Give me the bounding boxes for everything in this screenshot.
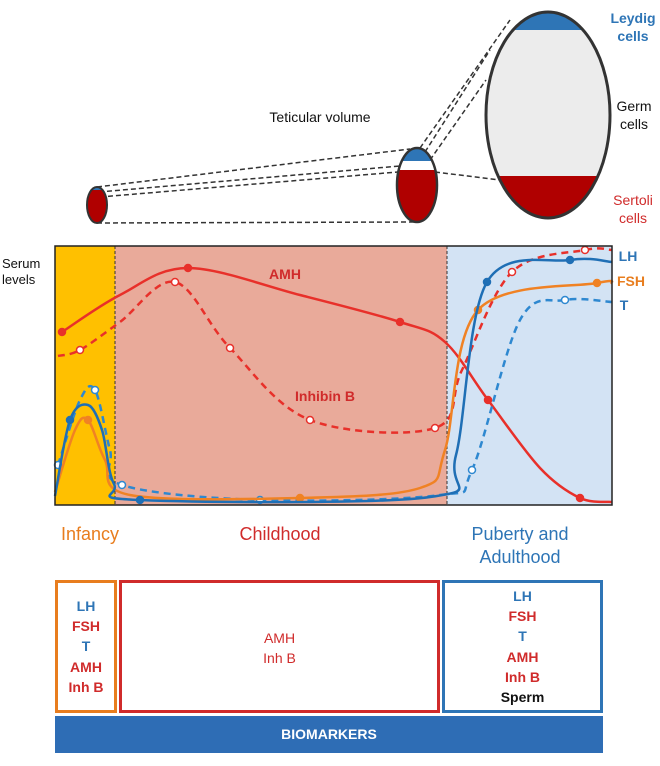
- testis-large: [484, 10, 612, 220]
- infancy-box: LH FSH T AMH Inh B: [55, 580, 117, 713]
- phase-puberty: Puberty and Adulthood: [471, 524, 569, 567]
- curve-marker: [295, 493, 305, 503]
- curve-marker: [117, 480, 127, 490]
- biomarker: Sperm: [500, 689, 545, 706]
- curve-marker: [83, 415, 93, 425]
- biomarker: FSH: [508, 607, 537, 624]
- germ-label: Germ cells: [616, 98, 652, 132]
- biomarker: FSH: [72, 618, 100, 635]
- testis-medium: [395, 146, 439, 224]
- footer-label: BIOMARKERS: [281, 726, 377, 742]
- sertoli-label: Sertoli cells: [613, 192, 653, 226]
- curve-marker: [183, 263, 193, 273]
- childhood-box: AMH Inh B: [119, 580, 440, 713]
- curve-marker: [395, 317, 405, 327]
- amh-label: AMH: [269, 266, 301, 282]
- biomarker: Inh B: [68, 678, 104, 695]
- lh-label: LH: [618, 248, 638, 264]
- biomarker: Inh B: [263, 650, 296, 667]
- curve-marker: [430, 423, 440, 433]
- lh-curve: [53, 257, 613, 504]
- curve-marker: [135, 495, 145, 505]
- curve-marker: [467, 465, 477, 475]
- amh-curve: [61, 266, 613, 504]
- inhibin-label: Inhibin B: [295, 388, 355, 404]
- curve-marker: [57, 327, 67, 337]
- biomarker: T: [518, 628, 527, 645]
- testis-title: Teticular volume: [269, 109, 371, 125]
- biomarker: Inh B: [505, 668, 540, 685]
- curve-marker: [305, 415, 315, 425]
- inhibin-curve: [57, 247, 613, 434]
- childhood-band: [115, 246, 447, 505]
- projection-lines: [96, 19, 511, 224]
- t-curve: [56, 297, 613, 502]
- plot: [53, 245, 614, 506]
- curve-marker: [565, 255, 575, 265]
- fsh-label: FSH: [617, 273, 645, 289]
- curve-marker: [482, 277, 492, 287]
- curve-marker: [507, 267, 517, 277]
- biomarker: AMH: [70, 658, 102, 675]
- curve-marker: [65, 415, 75, 425]
- biomarker: T: [81, 638, 91, 655]
- puberty-box: LH FSH T AMH Inh B Sperm: [442, 580, 603, 713]
- curve-marker: [483, 395, 493, 405]
- leydig-label: Leydig cells: [610, 10, 656, 44]
- biomarker: AMH: [263, 630, 296, 646]
- phase-infancy: Infancy: [60, 524, 120, 544]
- curve-marker: [90, 385, 100, 395]
- curve-marker: [580, 245, 590, 255]
- testis-small: [86, 186, 108, 224]
- curve-marker: [560, 295, 570, 305]
- curve-marker: [75, 345, 85, 355]
- t-label: T: [619, 297, 629, 313]
- footer-bar: [55, 716, 603, 753]
- biomarker: LH: [76, 597, 96, 614]
- y-label: Serum levels: [2, 256, 41, 288]
- phase-childhood: Childhood: [239, 524, 321, 544]
- biomarker: AMH: [506, 648, 539, 665]
- curve-marker: [575, 493, 585, 503]
- curve-marker: [592, 278, 602, 288]
- biomarker: LH: [513, 587, 532, 604]
- curve-marker: [170, 277, 180, 287]
- curve-marker: [225, 343, 235, 353]
